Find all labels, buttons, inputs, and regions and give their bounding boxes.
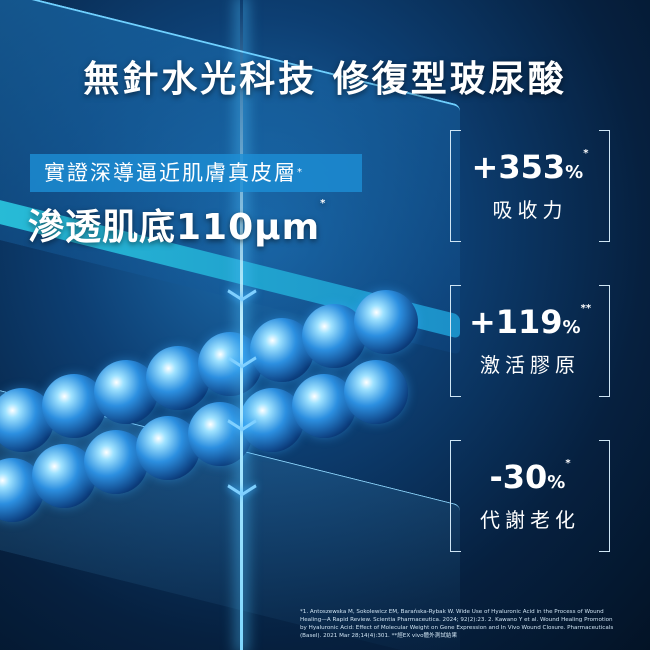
molecule-sphere <box>344 360 408 424</box>
light-beam <box>240 0 243 650</box>
headline: 無針水光科技 修復型玻尿酸 <box>83 59 567 100</box>
chevron-down-icon: ﹀ <box>227 355 257 390</box>
stat-aging: -30%* 代謝老化 <box>450 440 610 552</box>
stat-absorption: +353%* 吸收力 <box>450 130 610 242</box>
subheadline: 實證深導逼近肌膚真皮層* <box>30 154 362 192</box>
stat-collagen: +119%** 激活膠原 <box>450 285 610 397</box>
molecule-sphere <box>354 290 418 354</box>
chevron-down-icon: ﹀ <box>227 288 257 323</box>
footnote: *1. Antoszewska M, Sokolewicz EM, Barańs… <box>300 609 614 639</box>
penetration-claim: 滲透肌底110μm* <box>28 198 327 248</box>
chevron-down-icon: ﹀ <box>227 418 257 453</box>
chevron-down-icon: ﹀ <box>227 483 257 518</box>
